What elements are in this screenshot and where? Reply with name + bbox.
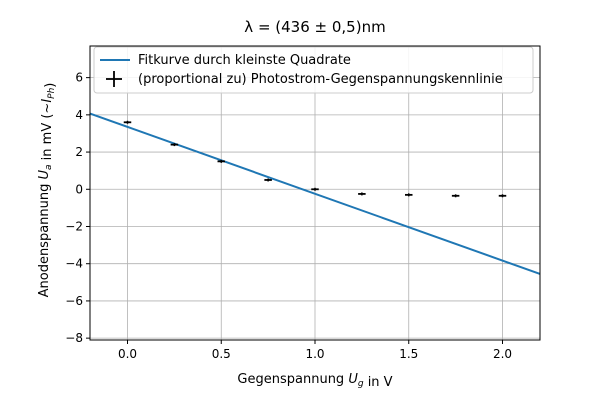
data-point — [123, 120, 132, 124]
chart-title: λ = (436 ± 0,5)nm — [244, 18, 385, 36]
legend-label-fit: Fitkurve durch kleinste Quadrate — [138, 53, 351, 68]
y-tick-label: −4 — [65, 257, 83, 271]
y-tick-label: 2 — [75, 145, 83, 159]
legend: Fitkurve durch kleinste Quadrate (proport… — [93, 46, 534, 94]
x-axis-label: Gegenspannung Ug in V — [237, 372, 392, 390]
y-tick-label: −8 — [65, 331, 83, 345]
x-axis-ticks: 0.0 0.5 1.0 1.5 2.0 — [118, 340, 512, 361]
x-tick-label: 1.5 — [399, 347, 418, 361]
fit-line-layer — [89, 112, 541, 275]
y-tick-label: 6 — [75, 71, 83, 85]
data-point — [311, 187, 319, 191]
data-point — [217, 159, 225, 163]
data-point — [405, 193, 413, 197]
legend-box — [93, 46, 534, 94]
y-tick-label: 4 — [75, 108, 83, 122]
data-point — [498, 194, 507, 198]
data-point — [170, 143, 179, 147]
x-tick-label: 2.0 — [493, 347, 512, 361]
y-tick-label: −6 — [65, 294, 83, 308]
y-tick-label: −2 — [65, 219, 83, 233]
y-axis-ticks: −8 −6 −4 −2 0 2 4 6 — [65, 71, 90, 345]
x-tick-label: 1.0 — [305, 347, 324, 361]
y-axis-label: Anodenspannung Ua in mV (~IPh) — [37, 83, 58, 298]
x-tick-label: 0.0 — [118, 347, 137, 361]
y-tick-label: 0 — [75, 182, 83, 196]
data-point — [451, 194, 460, 198]
data-point — [264, 178, 272, 182]
fit-line — [89, 112, 541, 275]
data-point — [358, 192, 366, 196]
data-points-layer — [123, 120, 507, 198]
x-tick-label: 0.5 — [212, 347, 231, 361]
legend-label-data: (proportional zu) Photostrom-Gegenspannu… — [138, 72, 503, 87]
